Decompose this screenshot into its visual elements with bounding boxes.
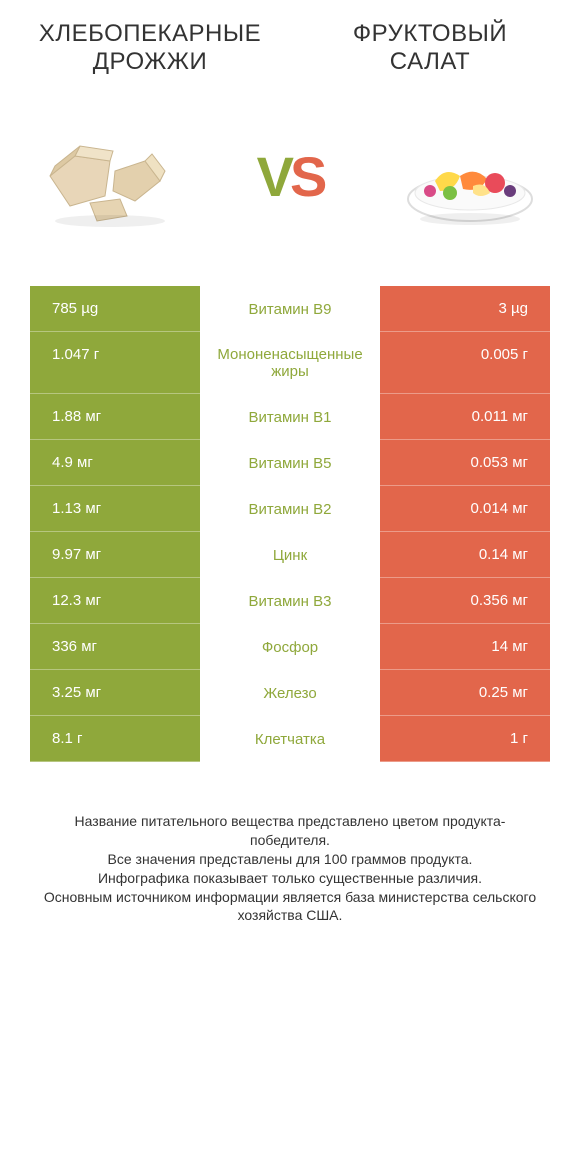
table-row: 1.13 мгВитамин B20.014 мг	[30, 486, 550, 532]
nutrient-name: Витамин B3	[200, 578, 380, 624]
value-left: 336 мг	[30, 624, 200, 670]
value-right: 14 мг	[380, 624, 550, 670]
value-left: 785 µg	[30, 286, 200, 332]
footer-line-4: Основным источником информации является …	[40, 888, 540, 926]
footer-line-2: Все значения представлены для 100 граммо…	[40, 850, 540, 869]
nutrient-name: Витамин B1	[200, 394, 380, 440]
footer-notes: Название питательного вещества представл…	[30, 812, 550, 925]
vs-row: VS	[30, 106, 550, 246]
header-right: ФРУКТОВЫЙ САЛАТ	[310, 20, 550, 76]
value-right: 0.053 мг	[380, 440, 550, 486]
fruit-salad-image	[390, 116, 550, 236]
value-left: 9.97 мг	[30, 532, 200, 578]
nutrient-name: Фосфор	[200, 624, 380, 670]
table-row: 12.3 мгВитамин B30.356 мг	[30, 578, 550, 624]
value-left: 3.25 мг	[30, 670, 200, 716]
value-right: 0.14 мг	[380, 532, 550, 578]
value-right: 0.011 мг	[380, 394, 550, 440]
fruit-salad-icon	[395, 121, 545, 231]
value-right: 3 µg	[380, 286, 550, 332]
vs-s: S	[290, 145, 323, 208]
infographic-container: ХЛЕБОПЕКАРНЫЕ ДРОЖЖИ ФРУКТОВЫЙ САЛАТ VS	[0, 0, 580, 945]
yeast-image	[30, 116, 190, 236]
nutrient-name: Железо	[200, 670, 380, 716]
value-left: 12.3 мг	[30, 578, 200, 624]
vs-v: V	[257, 145, 290, 208]
value-left: 1.88 мг	[30, 394, 200, 440]
table-row: 336 мгФосфор14 мг	[30, 624, 550, 670]
table-row: 3.25 мгЖелезо0.25 мг	[30, 670, 550, 716]
table-row: 4.9 мгВитамин B50.053 мг	[30, 440, 550, 486]
header-left: ХЛЕБОПЕКАРНЫЕ ДРОЖЖИ	[30, 20, 270, 76]
vs-label: VS	[257, 144, 324, 209]
nutrient-name: Витамин B9	[200, 286, 380, 332]
right-product-title: ФРУКТОВЫЙ САЛАТ	[310, 20, 550, 76]
nutrient-name: Клетчатка	[200, 716, 380, 762]
value-right: 0.005 г	[380, 332, 550, 394]
nutrient-name: Мононенасыщенные жиры	[200, 332, 380, 394]
comparison-table: 785 µgВитамин B93 µg1.047 гМононенасыщен…	[30, 286, 550, 762]
footer-line-1: Название питательного вещества представл…	[40, 812, 540, 850]
table-row: 1.88 мгВитамин B10.011 мг	[30, 394, 550, 440]
value-right: 0.356 мг	[380, 578, 550, 624]
table-row: 8.1 гКлетчатка1 г	[30, 716, 550, 762]
table-row: 9.97 мгЦинк0.14 мг	[30, 532, 550, 578]
value-right: 1 г	[380, 716, 550, 762]
yeast-icon	[35, 121, 185, 231]
value-right: 0.014 мг	[380, 486, 550, 532]
table-row: 785 µgВитамин B93 µg	[30, 286, 550, 332]
value-left: 1.13 мг	[30, 486, 200, 532]
footer-line-3: Инфографика показывает только существенн…	[40, 869, 540, 888]
value-left: 1.047 г	[30, 332, 200, 394]
nutrient-name: Витамин B5	[200, 440, 380, 486]
nutrient-name: Цинк	[200, 532, 380, 578]
left-product-title: ХЛЕБОПЕКАРНЫЕ ДРОЖЖИ	[30, 20, 270, 76]
value-right: 0.25 мг	[380, 670, 550, 716]
header: ХЛЕБОПЕКАРНЫЕ ДРОЖЖИ ФРУКТОВЫЙ САЛАТ	[30, 20, 550, 76]
table-row: 1.047 гМононенасыщенные жиры0.005 г	[30, 332, 550, 394]
value-left: 8.1 г	[30, 716, 200, 762]
value-left: 4.9 мг	[30, 440, 200, 486]
nutrient-name: Витамин B2	[200, 486, 380, 532]
